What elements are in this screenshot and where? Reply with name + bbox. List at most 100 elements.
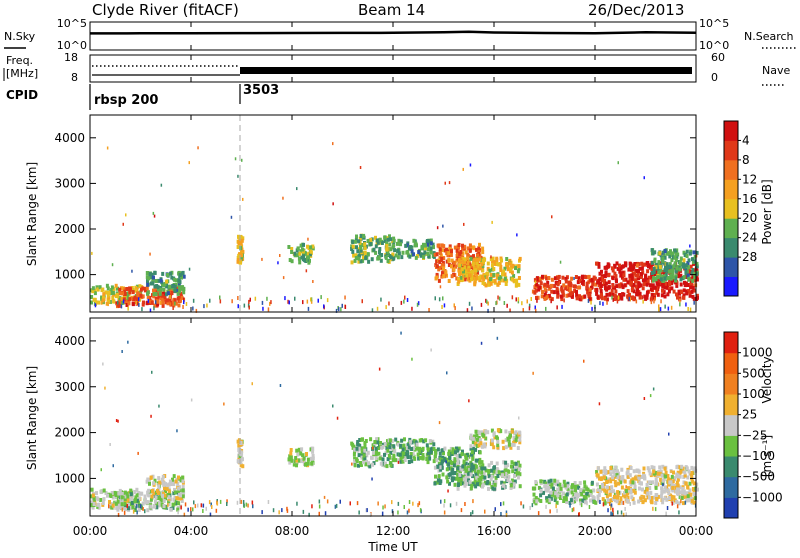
ground-scatter-cell [320, 295, 322, 300]
echo-cell [547, 494, 551, 499]
echo-cell [481, 250, 485, 254]
echo-cell [409, 455, 413, 460]
echo-cell [386, 249, 390, 254]
echo-cell [660, 274, 664, 279]
ground-scatter-cell [371, 308, 374, 313]
echo-cell [580, 280, 584, 285]
ground-scatter-cell [183, 297, 185, 302]
echo-cell [447, 462, 451, 467]
echo-cell [146, 279, 149, 284]
ground-scatter-cell [318, 504, 321, 509]
echo-cell [397, 251, 401, 256]
speckle-cell [117, 419, 119, 423]
echo-cell [463, 277, 467, 282]
echo-cell [511, 263, 515, 268]
echo-cell [156, 296, 160, 301]
echo-cell [236, 459, 240, 464]
echo-cell [486, 261, 490, 266]
echo-cell [604, 271, 608, 276]
echo-cell [359, 248, 363, 253]
echo-cell [499, 268, 503, 272]
echo-cell [661, 258, 665, 263]
echo-cell [128, 297, 132, 302]
echo-cell [161, 493, 164, 498]
echo-cell [167, 502, 171, 506]
echo-cell [541, 274, 544, 279]
echo-cell [159, 278, 163, 283]
echo-cell [686, 273, 690, 278]
echo-cell [179, 298, 182, 303]
echo-cell [173, 490, 177, 495]
echo-cell [412, 438, 416, 443]
echo-cell [515, 282, 519, 287]
echo-cell [367, 259, 371, 264]
echo-cell [466, 256, 470, 261]
echo-cell [173, 487, 176, 492]
echo-cell [604, 265, 608, 270]
echo-cell [364, 462, 368, 467]
speckle-cell [351, 462, 353, 466]
echo-cell [552, 290, 556, 295]
echo-cell [506, 437, 510, 442]
echo-cell [353, 459, 357, 464]
echo-cell [588, 493, 592, 497]
speckle-cell [137, 451, 139, 455]
ground-scatter-cell [610, 511, 612, 516]
ground-scatter-cell [531, 503, 534, 508]
echo-cell [681, 486, 685, 491]
echo-cell [441, 260, 445, 265]
echo-cell [410, 249, 414, 254]
echo-cell [475, 437, 479, 442]
echo-cell [156, 496, 160, 501]
ground-scatter-cell [416, 302, 419, 307]
echo-cell [470, 277, 474, 282]
speckle-cell [518, 416, 520, 420]
echo-cell [510, 429, 514, 434]
echo-cell [364, 256, 368, 261]
echo-cell [306, 253, 310, 258]
echo-cell [428, 439, 432, 443]
cpid-program-2: 3503 [243, 83, 279, 98]
noise-left-tick-top: 10^5 [57, 17, 87, 30]
echo-cell [473, 480, 477, 485]
time-axis-label: Time UT [367, 540, 418, 554]
speckle-cell [670, 470, 672, 473]
echo-cell [489, 257, 493, 262]
echo-cell [453, 245, 457, 250]
echo-cell [661, 283, 665, 287]
echo-cell [468, 270, 472, 275]
echo-cell [392, 444, 396, 449]
speckle-cell [400, 331, 402, 335]
echo-cell [575, 497, 579, 502]
speckle-cell [516, 233, 518, 237]
echo-cell [397, 238, 401, 243]
echo-cell [180, 295, 184, 300]
echo-cell [613, 497, 617, 502]
echo-cell [504, 445, 508, 450]
echo-cell [496, 273, 500, 278]
echo-cell [508, 435, 512, 440]
echo-cell [599, 284, 603, 288]
echo-cell [111, 296, 115, 300]
echo-cell [172, 474, 176, 479]
echo-cell [429, 241, 433, 246]
echo-cell [678, 260, 682, 265]
ground-scatter-cell [278, 510, 280, 515]
echo-cell [450, 461, 454, 466]
ground-scatter-cell [142, 506, 144, 511]
echo-cell [139, 287, 143, 292]
echo-cell [239, 451, 243, 456]
echo-cell [589, 498, 592, 503]
echo-cell [686, 485, 690, 490]
ground-scatter-cell [126, 504, 128, 508]
echo-cell [482, 471, 486, 476]
ground-scatter-cell [497, 295, 499, 300]
echo-cell [450, 258, 454, 263]
echo-cell [602, 482, 606, 487]
echo-cell [593, 276, 597, 281]
echo-cell [648, 265, 652, 270]
echo-cell [363, 448, 367, 453]
echo-cell [435, 259, 439, 264]
echo-cell [534, 496, 538, 500]
echo-cell [426, 252, 430, 256]
